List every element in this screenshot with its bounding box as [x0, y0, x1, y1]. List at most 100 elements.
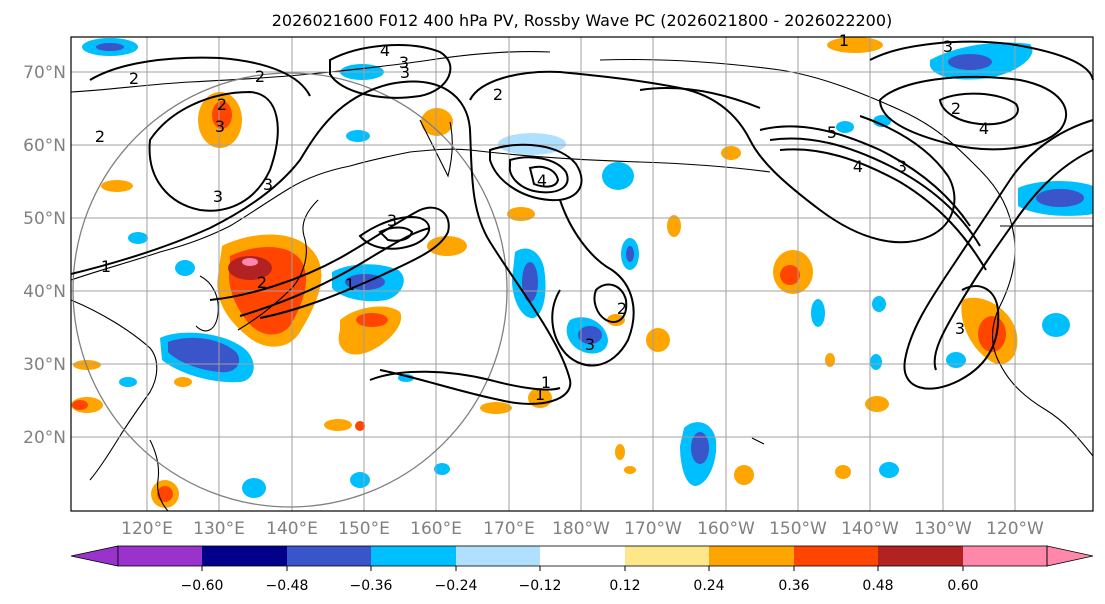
- anomaly-neg: [175, 260, 195, 276]
- pv-contour: [209, 206, 450, 319]
- lon-label: 150°E: [338, 519, 390, 539]
- pv-contour: [593, 283, 628, 323]
- anomaly-pos: [780, 265, 800, 285]
- colorbar-tick-label: 0.60: [947, 578, 978, 594]
- pv-contour: [89, 56, 311, 97]
- contour-label: 4: [979, 119, 989, 138]
- gridlines: [71, 37, 1093, 511]
- colorbar-tick-label: 0.12: [609, 578, 640, 594]
- coastline-hawaii: [751, 437, 765, 445]
- coastline-japan: [237, 199, 319, 331]
- anomaly-pos: [615, 444, 625, 460]
- colorbar-tick-label: −0.48: [266, 578, 309, 594]
- anomaly-pos: [624, 466, 636, 474]
- anomaly-neg: [346, 130, 370, 142]
- lon-label: 140°E: [266, 519, 318, 539]
- anomaly-pos: [646, 328, 670, 352]
- lon-label: 160°E: [410, 519, 462, 539]
- anomaly-neg: [836, 121, 854, 133]
- anomaly-neg: [96, 43, 124, 51]
- colorbar-segment: [540, 546, 625, 566]
- contour-label: 1: [101, 257, 111, 276]
- anomaly-pos: [228, 256, 272, 280]
- colorbar-tick-label: −0.24: [435, 578, 478, 594]
- coastline-asia: [70, 148, 471, 281]
- colorbar-ticks: [201, 566, 964, 571]
- anomaly-pos: [835, 465, 851, 479]
- anomaly-pos: [865, 396, 889, 412]
- contour-label: 3: [387, 211, 397, 230]
- lat-label: 70°N: [23, 63, 66, 83]
- anomaly-pos: [721, 146, 741, 160]
- pv-contour: [779, 148, 987, 271]
- colorbar-segment: [625, 546, 709, 566]
- anomaly-pos: [607, 314, 625, 326]
- pv-contour: [148, 90, 279, 212]
- anomaly-pos: [667, 215, 681, 237]
- anomaly-pos: [157, 486, 173, 502]
- pv-contour: [903, 119, 1094, 390]
- anomaly-neg: [811, 299, 825, 327]
- anomaly-neg: [242, 478, 266, 498]
- lon-label: 180°W: [552, 519, 610, 539]
- contour-label: 2: [617, 299, 627, 318]
- colorbar-frame: [117, 545, 1048, 567]
- coastline-philippines: [149, 439, 169, 512]
- lat-label: 40°N: [23, 282, 66, 302]
- colorbar-tick-label: −0.36: [350, 578, 393, 594]
- contour-label: 3: [955, 319, 965, 338]
- region-circle: [72, 72, 508, 508]
- lon-axis: 120°E 130°E 140°E 150°E 160°E 170°E 180°…: [121, 519, 1044, 539]
- anomaly-pos: [242, 258, 258, 266]
- colorbar-segment: [456, 546, 540, 566]
- anomaly-neg: [128, 232, 148, 244]
- anomaly-neg: [872, 296, 886, 312]
- contour-label: 2: [493, 85, 503, 104]
- lat-label: 20°N: [23, 428, 66, 448]
- colorbar-tick-label: 0.48: [862, 578, 893, 594]
- contour-label: 3: [215, 117, 225, 136]
- anomaly-neg: [522, 262, 538, 302]
- pv-contour: [489, 143, 583, 202]
- colorbar-segment: [202, 546, 287, 566]
- contour-label: 3: [263, 175, 273, 194]
- contour-label: 4: [380, 41, 390, 60]
- anomaly-pos: [324, 419, 352, 431]
- lat-label: 60°N: [23, 136, 66, 156]
- contour-label: 2: [255, 67, 265, 86]
- pv-contour: [329, 44, 452, 99]
- pv-contour: [869, 40, 1094, 81]
- map-title: 2026021600 F012 400 hPa PV, Rossby Wave …: [272, 11, 893, 30]
- lon-label: 120°W: [986, 519, 1044, 539]
- anomaly-neg: [350, 472, 370, 488]
- anomaly-neg: [578, 326, 602, 344]
- anomaly-pos: [72, 400, 88, 410]
- colorbar-segment: [709, 546, 794, 566]
- contour-label: 3: [943, 37, 953, 56]
- colorbar-tick-label: 0.24: [693, 578, 724, 594]
- contour-label: 3: [897, 157, 907, 176]
- anomaly-neg: [626, 246, 634, 262]
- pv-contour: [528, 165, 560, 188]
- pv-contour: [369, 370, 561, 391]
- contour-label: 2: [217, 95, 227, 114]
- anomaly-pos: [480, 402, 512, 414]
- colorbar-tick-label: 0.36: [778, 578, 809, 594]
- colorbar-segment: [371, 546, 456, 566]
- anomaly-pos: [427, 236, 467, 256]
- coastline-north-america: [979, 169, 1094, 457]
- lon-label: 120°E: [121, 519, 173, 539]
- colorbar-segment: [878, 546, 963, 566]
- coastline-aleutians: [469, 149, 771, 173]
- colorbar-segment: [118, 546, 202, 566]
- lon-label: 170°W: [624, 519, 682, 539]
- anomaly-neg: [870, 354, 882, 370]
- lat-label: 50°N: [23, 209, 66, 229]
- anomaly-pos: [827, 37, 883, 53]
- colorbar-segment: [287, 546, 371, 566]
- anomaly-neg: [879, 462, 899, 478]
- anomaly-pos: [174, 377, 192, 387]
- anomaly-pos: [101, 180, 133, 192]
- pv-contour: [933, 149, 1094, 371]
